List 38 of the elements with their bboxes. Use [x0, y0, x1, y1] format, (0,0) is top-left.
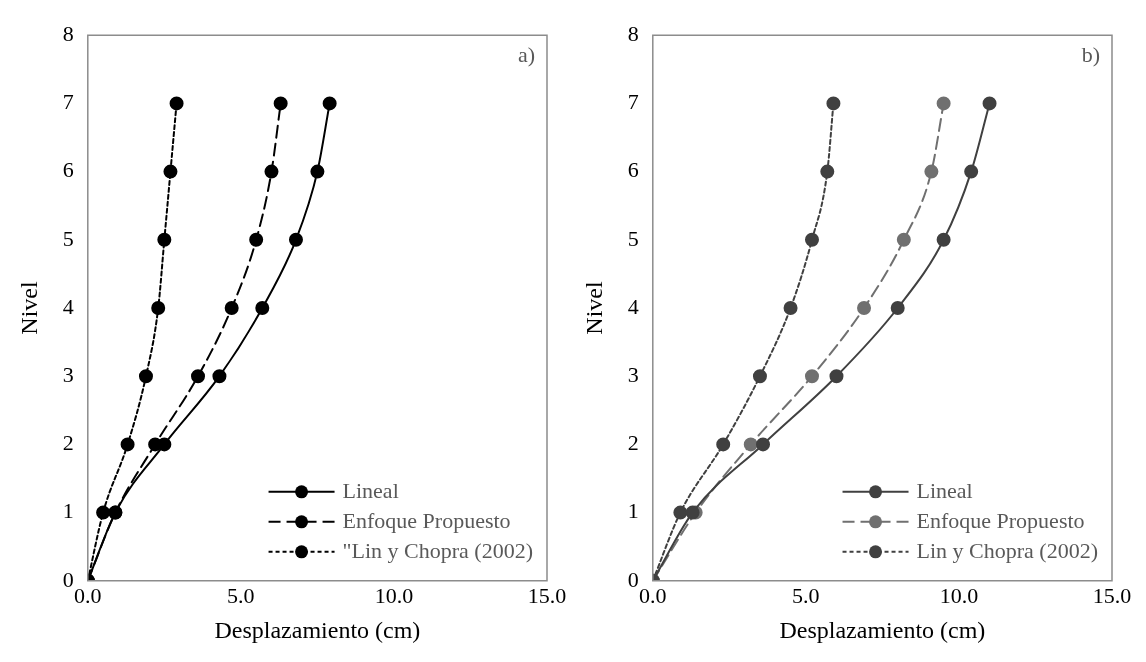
y-tick-label: 8	[62, 20, 74, 46]
x-tick-label: 15.0	[527, 582, 567, 608]
annotation: a)	[517, 41, 535, 67]
x-tick-label: 5.0	[792, 582, 820, 608]
x-tick-label: 10.0	[374, 582, 414, 608]
x-tick-label: 5.0	[227, 582, 255, 608]
y-tick-label: 0	[62, 566, 74, 592]
y-axis-title: Nivel	[580, 281, 607, 335]
y-tick-label: 7	[62, 89, 74, 115]
y-tick-label: 5	[62, 225, 74, 251]
x-axis-title: Desplazamiento (cm)	[214, 616, 421, 643]
legend-label: Enfoque Propuesto	[342, 507, 511, 533]
y-tick-label: 7	[627, 89, 639, 115]
legend-label: Lineal	[916, 477, 973, 503]
y-tick-label: 6	[62, 157, 74, 183]
annotation: b)	[1081, 41, 1100, 67]
y-tick-label: 2	[62, 430, 74, 456]
y-tick-label: 2	[627, 430, 639, 456]
y-tick-label: 8	[627, 20, 639, 46]
y-tick-label: 0	[627, 566, 639, 592]
x-tick-label: 0.0	[639, 582, 667, 608]
y-tick-label: 1	[627, 498, 639, 524]
x-tick-label: 0.0	[74, 582, 102, 608]
y-tick-label: 3	[627, 361, 639, 387]
y-tick-label: 5	[627, 225, 639, 251]
legend-label: Lineal	[342, 477, 399, 503]
legend-label: "Lin y Chopra (2002)	[342, 537, 533, 563]
y-tick-label: 4	[62, 293, 74, 319]
x-axis-title: Desplazamiento (cm)	[779, 616, 986, 643]
y-tick-label: 4	[627, 293, 639, 319]
x-tick-label: 10.0	[939, 582, 979, 608]
y-axis-title: Nivel	[15, 281, 42, 335]
y-tick-label: 3	[62, 361, 74, 387]
legend-label: Lin y Chopra (2002)	[916, 537, 1098, 563]
legend-label: Enfoque Propuesto	[916, 507, 1085, 533]
x-tick-label: 15.0	[1092, 582, 1132, 608]
y-tick-label: 1	[62, 498, 74, 524]
y-tick-label: 6	[627, 157, 639, 183]
